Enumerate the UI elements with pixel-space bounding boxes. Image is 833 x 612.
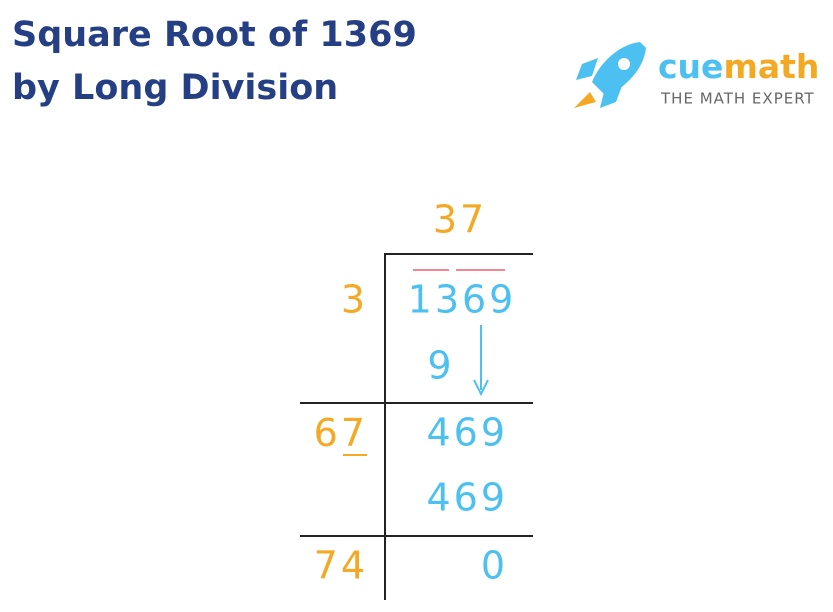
dividend: 1369 (408, 278, 517, 322)
logo-brand-part: math (723, 47, 819, 86)
logo-tagline: THE MATH EXPERT (660, 90, 815, 108)
logo-brand-part: cue (658, 47, 723, 86)
title-line: Square Root of 1369 (12, 15, 417, 55)
step: 469 (426, 476, 508, 520)
step: 469 (426, 411, 508, 455)
logo-rocket (574, 42, 646, 108)
divisor-digit: 6 (314, 411, 341, 455)
divisor-digit: 7 (341, 411, 368, 455)
arrow-head (473, 379, 489, 397)
divisor: 3 (341, 278, 368, 322)
quotient: 37 (433, 198, 487, 242)
logo-brand: cuemath (658, 47, 819, 86)
divisor: 67 (314, 411, 368, 455)
step: 0 (481, 544, 508, 588)
step: 9 (427, 344, 454, 388)
divisor: 74 (314, 544, 368, 588)
title-line: by Long Division (12, 68, 338, 108)
